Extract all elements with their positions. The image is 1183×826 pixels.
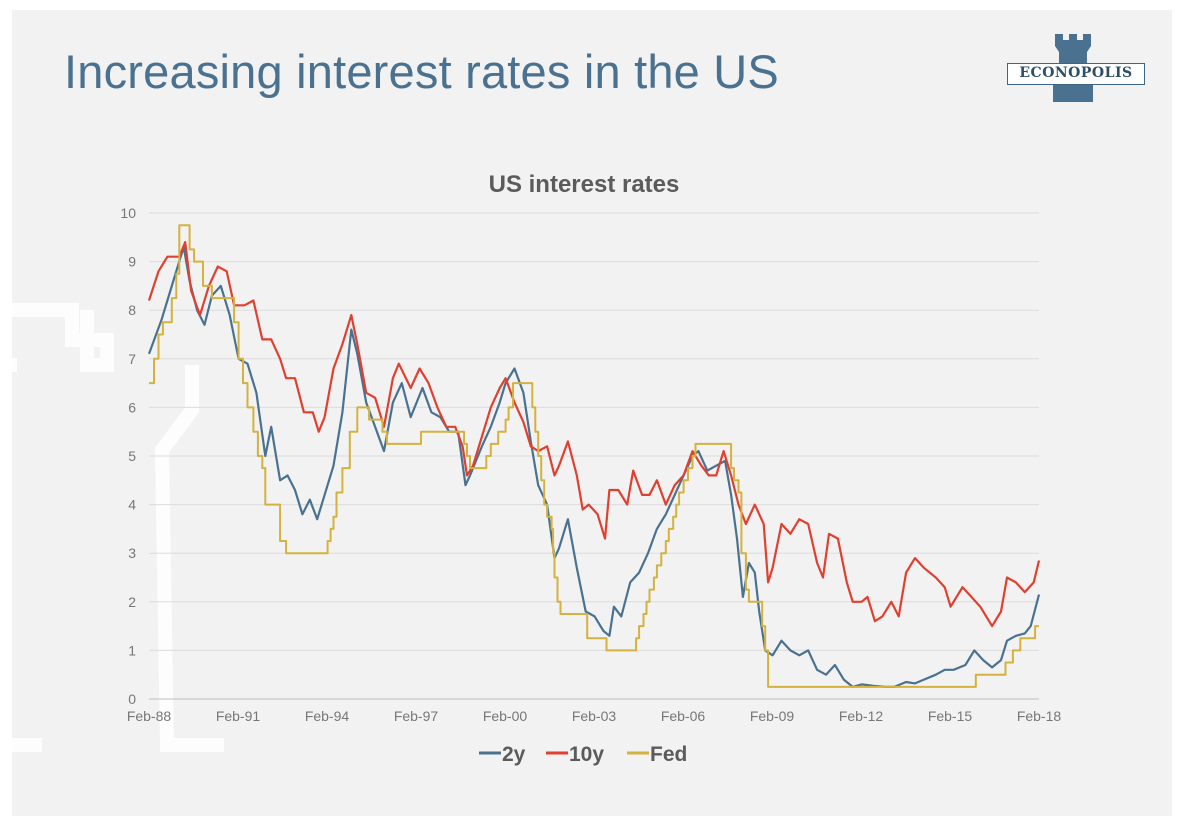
y-tick-label: 10 [120,205,136,221]
x-tick-label: Feb-97 [394,708,439,724]
x-tick-label: Feb-91 [216,708,261,724]
chart-title: US interest rates [489,171,680,198]
series-line-2y [147,245,1041,688]
y-tick-label: 2 [128,594,136,610]
x-tick-label: Feb-12 [839,708,884,724]
x-tick-label: Feb-03 [572,708,617,724]
y-tick-label: 3 [128,545,136,561]
x-tick-label: Feb-09 [750,708,795,724]
x-tick-label: Feb-06 [661,708,706,724]
y-tick-label: 4 [128,497,136,513]
y-tick-label: 5 [128,448,136,464]
y-axis: 0 1 2 3 4 5 6 7 8 9 10 [120,205,136,707]
x-tick-label: Feb-00 [483,708,528,724]
legend-label-10y: 10y [569,743,604,766]
slide: Increasing interest rates in the US ECON… [12,10,1172,816]
legend-label-fed: Fed [650,743,687,766]
chart-grid [149,212,1039,700]
series-line-fed [149,224,1039,688]
x-tick-label: Feb-18 [1017,708,1062,724]
y-tick-label: 9 [128,254,136,270]
y-tick-label: 7 [128,351,136,367]
econopolis-logo: ECONOPOLIS [1007,34,1147,104]
x-axis: Feb-88 Feb-91 Feb-94 Feb-97 Feb-00 Feb-03 Feb-… [127,708,1062,724]
x-tick-label: Feb-88 [127,708,172,724]
y-tick-label: 8 [128,302,136,318]
watermark-tower-graphic [12,303,224,752]
x-tick-label: Feb-94 [305,708,350,724]
chart-legend: 2y 10y Fed [479,743,687,766]
y-tick-label: 6 [128,399,136,415]
legend-label-2y: 2y [502,743,526,766]
y-tick-label: 1 [128,642,136,658]
logo-text: ECONOPOLIS [1007,63,1145,85]
chart-series [147,224,1041,688]
x-tick-label: Feb-15 [928,708,973,724]
slide-title: Increasing interest rates in the US [64,45,779,98]
series-line-10y [147,241,1041,628]
y-tick-label: 0 [128,691,136,707]
